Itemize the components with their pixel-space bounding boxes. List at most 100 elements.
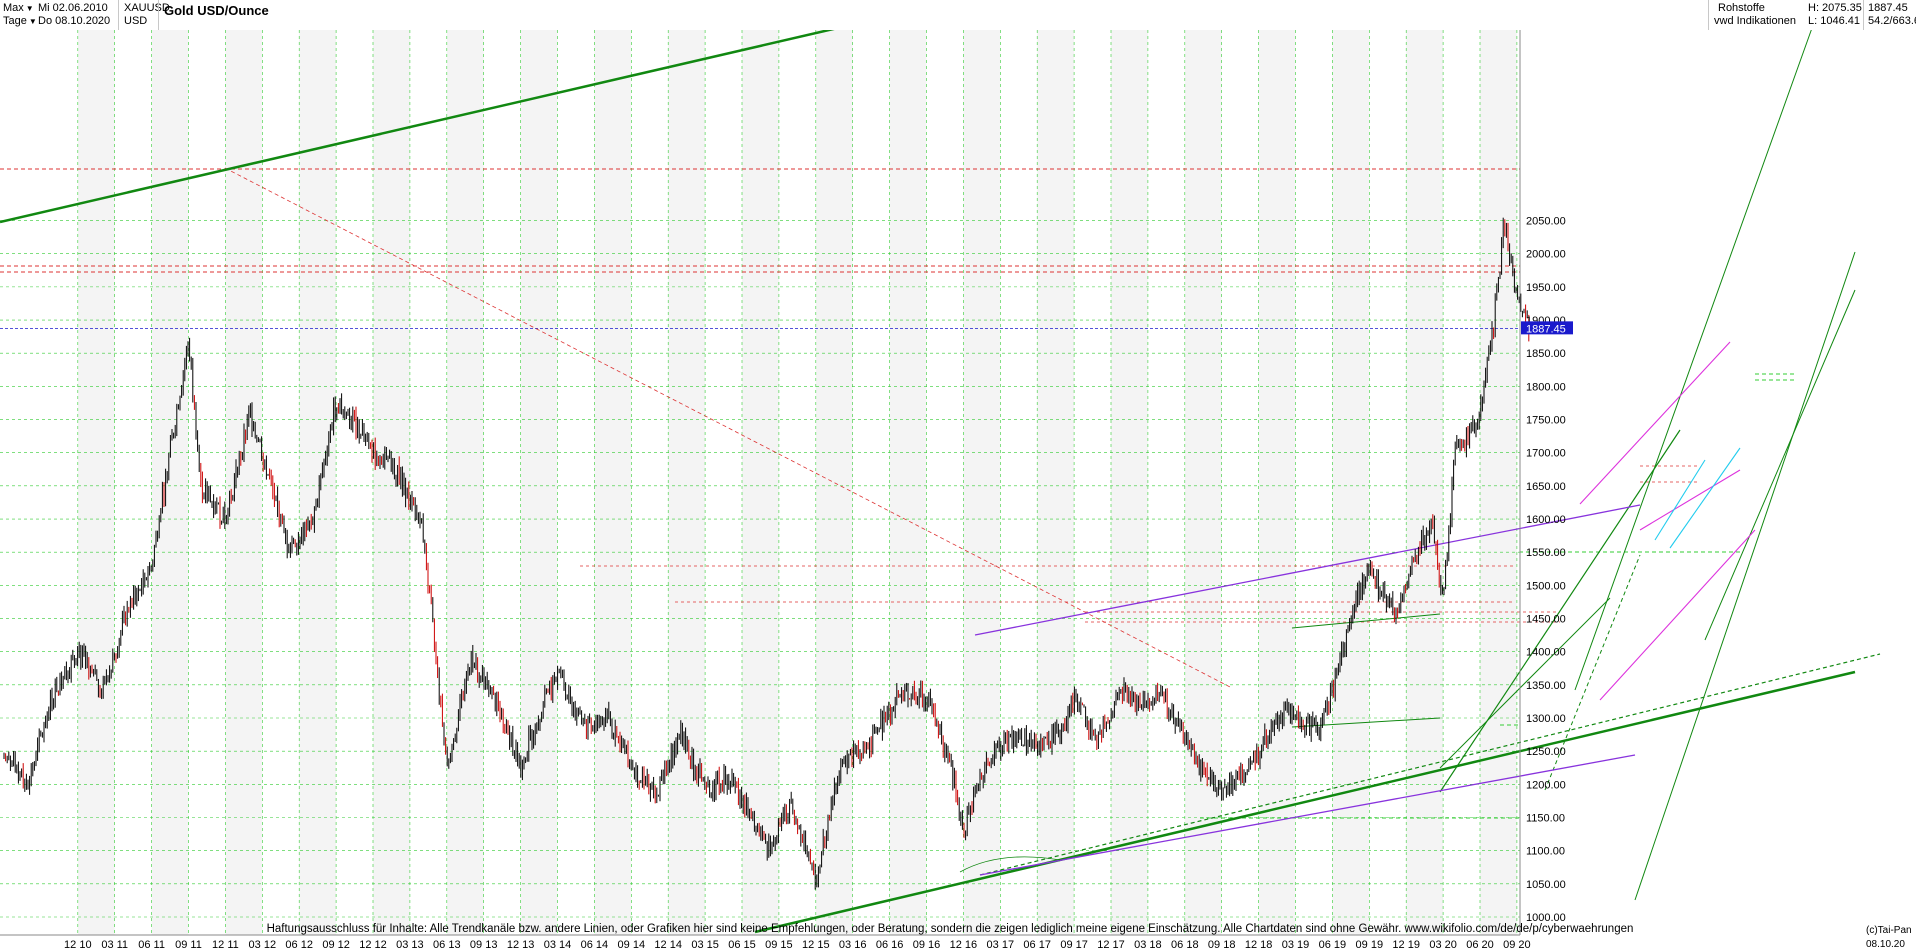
price-axis: 1000.00 1050.00 1100.00 1150.00 1200.00 1250.…: [1519, 0, 1573, 935]
background-band: [889, 0, 927, 935]
disclaimer-text: Haftungsausschluss für Inhalte: Alle Tre…: [266, 923, 1634, 935]
background-band: [151, 0, 189, 935]
date-to: Do 08.10.2020: [38, 15, 111, 27]
x-tick-label: 03 11: [101, 939, 128, 951]
x-tick-label: 03 18: [1134, 939, 1162, 951]
x-tick-label: 06 19: [1319, 939, 1347, 951]
x-tick-label: 09 18: [1208, 939, 1236, 951]
x-tick-label: 12 17: [1097, 939, 1125, 951]
x-tick-label: 09 13: [470, 939, 498, 951]
high-value: H: 2075.35: [1808, 2, 1862, 14]
background-band: [1332, 0, 1370, 935]
y-tick-label: 1700.00: [1526, 448, 1566, 460]
uptrend-dashed: [979, 653, 1881, 876]
y-tick-label: 1550.00: [1526, 547, 1566, 559]
y-tick-label: 1500.00: [1526, 580, 1566, 592]
x-tick-label: 12 16: [950, 939, 978, 951]
x-tick-label: 06 12: [285, 939, 313, 951]
background-band: [668, 0, 706, 935]
copyright-label: (c)Tai-Pan: [1866, 925, 1912, 936]
background-band: [1111, 0, 1148, 935]
x-tick-label: 12 15: [802, 939, 830, 951]
channel-line: [1704, 289, 1856, 641]
background-band: [1037, 0, 1075, 935]
x-tick-label: 12 12: [359, 939, 387, 951]
channel-line: [1634, 251, 1856, 901]
background-band: [446, 0, 484, 935]
x-tick-label: 09 15: [765, 939, 793, 951]
change-ratio: 54.2/663.6: [1868, 15, 1916, 27]
x-tick-label: 12 14: [654, 939, 682, 951]
channel-line: [1291, 613, 1441, 629]
range-select[interactable]: Max ▼: [3, 2, 34, 14]
y-tick-label: 2050.00: [1526, 216, 1566, 228]
background-band: [1480, 0, 1517, 935]
header-divider: [1863, 0, 1864, 30]
trend-lines: [0, 25, 1881, 934]
magenta-channel-line: [1599, 529, 1756, 701]
x-tick-label: 06 18: [1171, 939, 1199, 951]
x-tick-label: 09 19: [1356, 939, 1384, 951]
time-axis: 12 10 03 11 06 11 09 11 12 11 03 12 06 12 09 12…: [0, 934, 1531, 951]
last-price-badge: [1521, 321, 1573, 335]
x-tick-label: 09 17: [1060, 939, 1088, 951]
y-tick-label: 1800.00: [1526, 381, 1566, 393]
support-arc: [959, 856, 1061, 873]
background-band: [963, 0, 1001, 935]
cyan-line: [1669, 447, 1741, 549]
channel-line: [1439, 429, 1681, 793]
y-tick-label: 1200.00: [1526, 779, 1566, 791]
background-band: [594, 0, 632, 935]
long-term-uptrend: [0, 25, 843, 224]
x-tick-label: 06 11: [138, 939, 165, 951]
y-tick-label: 1650.00: [1526, 481, 1566, 493]
symbol-code: XAUUSD: [124, 2, 170, 14]
x-tick-label: 09 16: [913, 939, 941, 951]
instrument-title: Gold USD/Ounce: [164, 3, 269, 18]
x-tick-label: 03 14: [544, 939, 572, 951]
x-tick-label: 06 16: [876, 939, 904, 951]
channel-line: [1544, 554, 1641, 791]
x-tick-label: 06 14: [581, 939, 609, 951]
y-tick-label: 1000.00: [1526, 912, 1566, 924]
y-tick-label: 1400.00: [1526, 647, 1566, 659]
y-tick-label: 1350.00: [1526, 680, 1566, 692]
magenta-channel-line: [1579, 341, 1731, 505]
header-divider: [158, 0, 159, 30]
background-band: [299, 0, 337, 935]
x-tick-label: 09 12: [322, 939, 350, 951]
category-label: Rohstoffe: [1718, 2, 1765, 14]
x-tick-label: 12 19: [1392, 939, 1420, 951]
interval-select[interactable]: Tage ▼: [3, 15, 37, 27]
background-band: [520, 0, 558, 935]
channel-line: [1291, 717, 1441, 728]
x-tick-label: 09 20: [1503, 939, 1531, 951]
x-tick-label: 06 15: [728, 939, 756, 951]
y-tick-label: 1250.00: [1526, 746, 1566, 758]
alternating-background-bands: [77, 0, 1517, 935]
x-tick-label: 03 19: [1282, 939, 1310, 951]
low-value: L: 1046.41: [1808, 15, 1860, 27]
background-band: [1406, 0, 1444, 935]
purple-channel-line: [979, 754, 1636, 876]
chevron-down-icon: ▼: [25, 4, 34, 13]
y-tick-label: 1300.00: [1526, 713, 1566, 725]
y-tick-label: 1950.00: [1526, 282, 1566, 294]
purple-channel-line: [974, 504, 1641, 636]
end-date-label: 08.10.20: [1866, 939, 1905, 950]
x-tick-label: 03 16: [839, 939, 867, 951]
y-tick-label: 1750.00: [1526, 415, 1566, 427]
x-tick-label: 12 13: [507, 939, 535, 951]
cyan-line: [1654, 459, 1706, 541]
chevron-down-icon: ▼: [28, 17, 37, 26]
background-band: [742, 0, 779, 935]
x-tick-label: 06 13: [433, 939, 461, 951]
y-tick-label: 1050.00: [1526, 879, 1566, 891]
vertical-grid: [77, 0, 1518, 935]
magenta-channel-line: [1639, 469, 1741, 531]
last-value: 1887.45: [1868, 2, 1908, 14]
x-tick-label: 12 10: [64, 939, 92, 951]
x-tick-label: 06 17: [1023, 939, 1051, 951]
long-term-uptrend: [754, 670, 1856, 934]
channel-line: [1439, 597, 1611, 769]
